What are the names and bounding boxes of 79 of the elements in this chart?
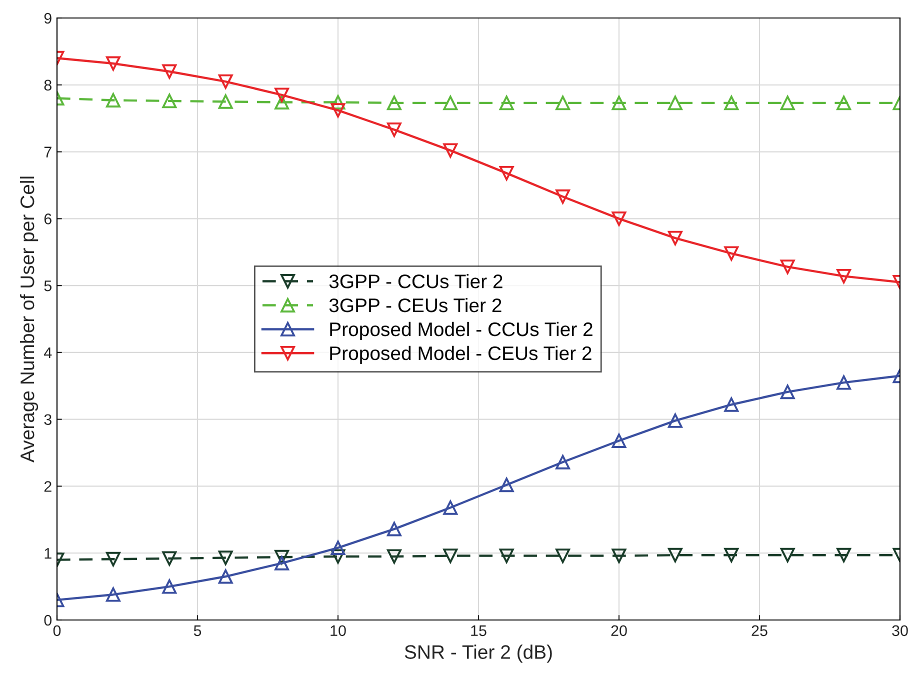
point (274, 550, 290, 564)
point (780, 260, 795, 274)
point (443, 96, 458, 110)
point (330, 549, 346, 564)
y-tick-label: 6 (44, 214, 52, 224)
point (386, 96, 402, 110)
point (274, 556, 290, 570)
point (218, 550, 233, 566)
x-axis-title: SNR - Tier 2 (dB) (404, 644, 552, 663)
point (836, 375, 852, 390)
legend-label: 3GPP - CCUs Tier 2 (329, 274, 502, 288)
point (556, 454, 570, 470)
point (499, 478, 514, 492)
point (218, 569, 233, 584)
point (106, 56, 120, 71)
x-tick-label: 25 (752, 625, 768, 636)
point (780, 96, 795, 110)
point (274, 88, 290, 102)
point (780, 548, 795, 562)
y-tick-label: 2 (44, 481, 52, 492)
point (274, 95, 290, 110)
point (836, 548, 852, 562)
point (668, 548, 682, 562)
y-tick-label: 3 (44, 414, 52, 426)
point (162, 94, 177, 108)
point (162, 64, 177, 79)
legend-label: Proposed Model - CCUs Tier 2 (330, 322, 592, 340)
x-tick-label: 30 (892, 625, 908, 636)
point (556, 548, 570, 564)
y-tick-label: 9 (44, 12, 52, 24)
point (106, 93, 120, 108)
x-tick-label: 5 (194, 625, 202, 636)
point (106, 552, 120, 566)
point (386, 522, 402, 536)
point (556, 189, 570, 204)
point (443, 500, 458, 515)
point (443, 143, 458, 158)
point (836, 96, 852, 110)
point (162, 551, 177, 566)
point (612, 548, 626, 564)
point (330, 103, 346, 118)
point (668, 96, 682, 110)
point (499, 96, 514, 110)
point (386, 549, 402, 564)
x-tick-label: 0 (53, 625, 61, 636)
point (612, 211, 626, 226)
y-axis-title: Average Number of User per Cell (20, 176, 38, 463)
x-tick-label: 10 (330, 625, 346, 636)
legend-label: Proposed Model - CEUs Tier 2 (330, 346, 592, 364)
point (612, 434, 626, 448)
y-tick-label: 7 (44, 146, 52, 158)
point (836, 268, 852, 284)
point (218, 94, 233, 109)
y-tick-label: 0 (44, 614, 52, 626)
point (780, 384, 795, 400)
point (724, 96, 739, 110)
point (724, 548, 739, 562)
x-tick-label: 20 (611, 625, 627, 636)
point (386, 122, 402, 137)
point (499, 166, 514, 180)
point (724, 246, 739, 261)
point (612, 96, 626, 110)
point (668, 413, 682, 428)
legend-label: 3GPP - CEUs Tier 2 (329, 298, 502, 312)
point (499, 548, 514, 564)
point (443, 548, 458, 564)
x-tick-label: 15 (471, 625, 486, 636)
y-tick-label: 1 (44, 548, 52, 559)
point (668, 230, 682, 246)
point (330, 540, 346, 555)
point (162, 579, 177, 594)
point (724, 397, 739, 412)
point (330, 95, 346, 110)
point (218, 74, 233, 89)
y-tick-label: 5 (44, 280, 52, 292)
y-tick-label: 4 (44, 347, 52, 358)
point (556, 96, 570, 110)
y-tick-label: 8 (44, 80, 52, 91)
point (106, 587, 120, 602)
